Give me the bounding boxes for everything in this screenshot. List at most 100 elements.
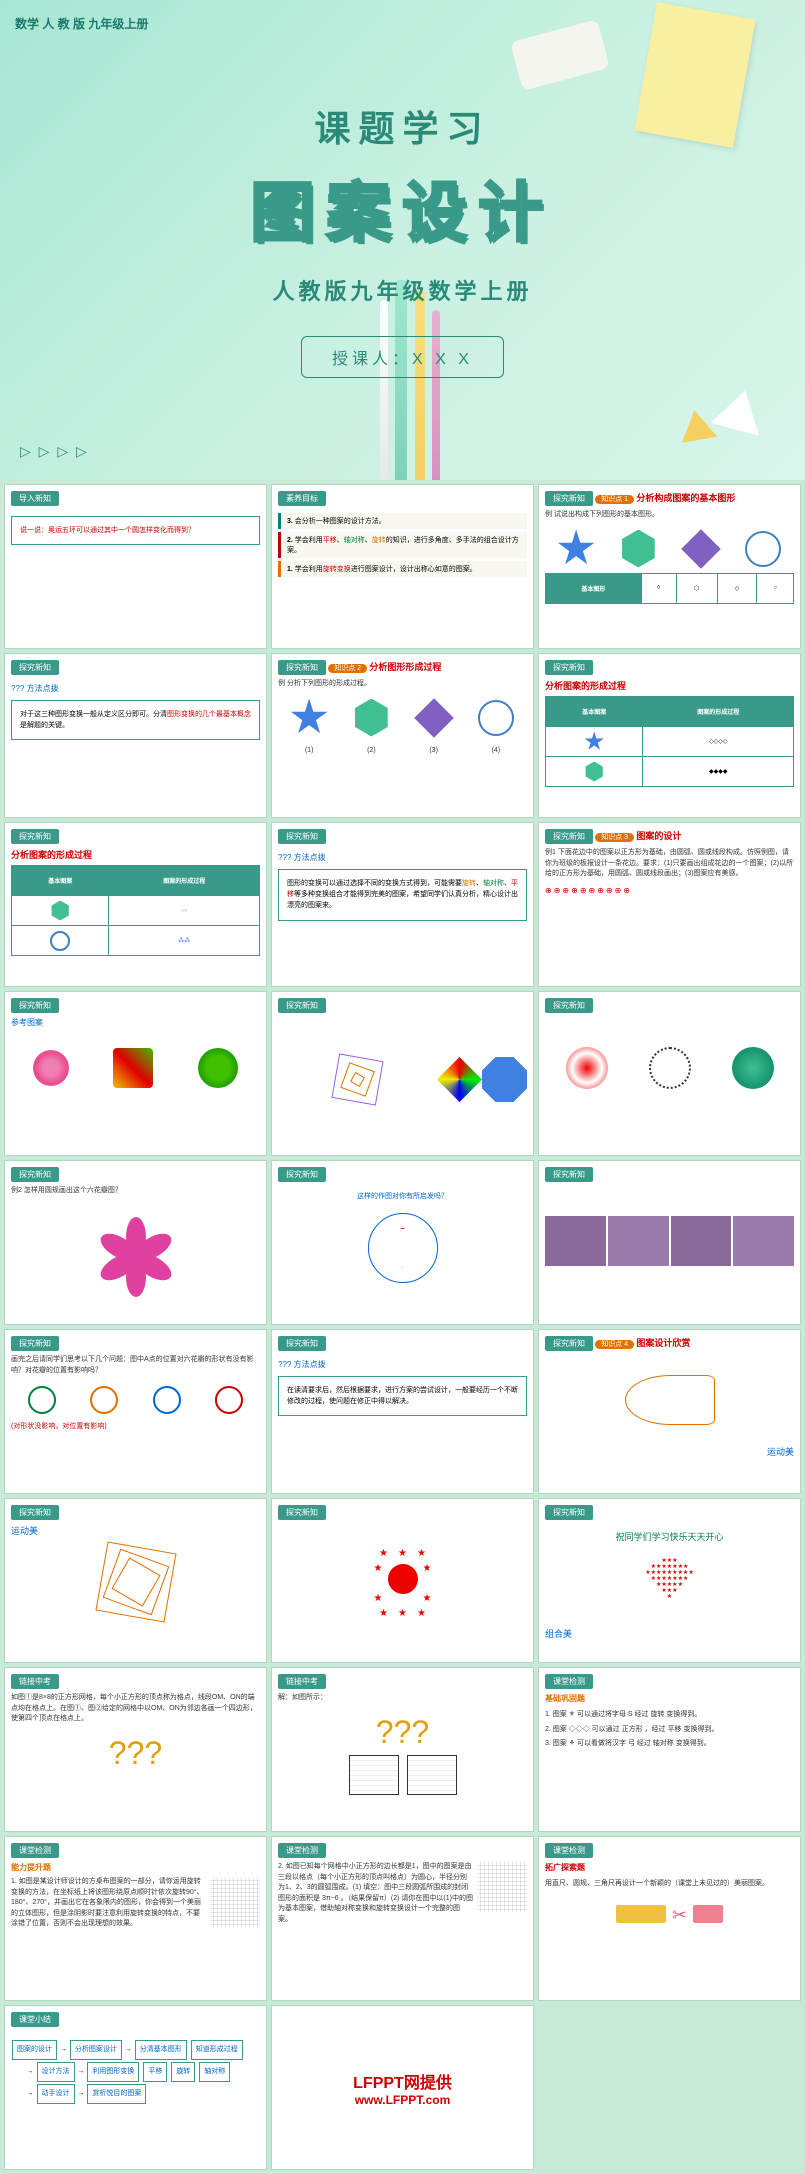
grid-diagram — [407, 1755, 457, 1795]
slide: 探究新知 ??? 方法点拨 在读清要求后，然后根据要求，进行方案的尝试设计，一般… — [271, 1329, 534, 1494]
slide-tag: 探究新知 — [278, 998, 326, 1013]
goal-item: 3. 会分析一种图案的设计方法。 — [278, 513, 527, 529]
slide: 课堂检测 拓广探索题 用直尺、圆规、三角尺再设计一个新颖的（课堂上未见过的）美丽… — [538, 1836, 801, 2001]
spiral-icon — [331, 1053, 383, 1105]
hexagon-icon — [352, 699, 390, 737]
grid-diagram — [349, 1755, 399, 1795]
circle-hex-diagram — [368, 1213, 438, 1283]
dotring-icon — [649, 1047, 691, 1089]
star-heart: ★★★★★★★★★★★★★★★★★★★★★★★★★★★★★★★★★★★ — [640, 1558, 700, 1612]
sunburst: ★ ★ ★★ ★ ★ ★★ ★ ★ — [368, 1544, 438, 1614]
slide: 探究新知 参考图案 — [4, 991, 267, 1156]
slide-tag: 探究新知 — [11, 829, 59, 844]
circle-icon — [28, 1386, 56, 1414]
slide-tag: 探究新知 — [278, 1336, 326, 1351]
grid-pattern — [210, 1877, 260, 1927]
slide-tag: 探究新知 — [11, 1336, 59, 1351]
slide-tag: 导入新知 — [11, 491, 59, 506]
slide-body: 在读清要求后，然后根据要求，进行方案的尝试设计，一般要经历一个不断修改的过程，使… — [278, 1376, 527, 1416]
slide-tag: 探究新知 — [545, 1167, 593, 1182]
stapler-deco — [510, 19, 610, 91]
photo-strip — [545, 1216, 794, 1266]
slide: 探究新知 运动美 — [4, 1498, 267, 1663]
textbook-tag: 数学 人 教 版 九年级上册 — [15, 15, 148, 32]
slide: 素养目标 3. 会分析一种图案的设计方法。 2. 学会利用平移、轴对称、旋转的知… — [271, 484, 534, 649]
basic-shape-table: 基本图形◊⬡◇○ — [545, 573, 794, 604]
slide-tag: 探究新知 — [545, 491, 593, 506]
slide: 探究新知 — [538, 1160, 801, 1325]
process-table: 基本图案图案的形成过程 ◇◇◇◇ ◆◆◆◆ — [545, 696, 794, 787]
mandala-icon — [732, 1047, 774, 1089]
slide-tag: 素养目标 — [278, 491, 326, 506]
slide: 探究新知 知识点 1 分析构成图案的基本图形 例 试说出构成下列图形的基本图形。… — [538, 484, 801, 649]
slide: 课堂小结 图案的设计 → 分析图案设计 → 分清基本图形 知道形成过程 → 设计… — [4, 2005, 267, 2170]
hero-subtitle2: 人教版九年级数学上册 — [251, 274, 555, 306]
flower-icon — [33, 1050, 69, 1086]
scissors-icon: ✂ — [672, 1905, 687, 1926]
slide: 链接中考 解：如图所示： ??? — [271, 1667, 534, 1832]
slide-tag: 探究新知 — [545, 660, 593, 675]
circle-icon — [153, 1386, 181, 1414]
slide: 探究新知 例2 怎样用圆规画出这个六花瓣图？ — [4, 1160, 267, 1325]
slide-tag: 探究新知 — [11, 1505, 59, 1520]
notebook-deco — [634, 2, 755, 147]
fish-curve — [625, 1375, 715, 1425]
slide-tag: 链接中考 — [11, 1674, 59, 1689]
hero-subtitle1: 课题学习 — [251, 100, 555, 152]
grid-pattern — [477, 1862, 527, 1912]
hero-main-title: 图案设计 — [251, 162, 555, 254]
star-icon — [557, 530, 595, 568]
slide-body: 对于这三种图形变换一般从定义区分即可。分清图形变换的几个最基本概念是解题的关键。 — [11, 700, 260, 740]
empty-slot — [538, 2005, 801, 2170]
slide-grid: 导入新知 说一说：奥运五环可以通过其中一个圆怎样变化而得到？ 素养目标 3. 会… — [0, 480, 805, 2174]
slide-tag: 课堂小结 — [11, 2012, 59, 2027]
slide: 探究新知 — [271, 991, 534, 1156]
slide: 探究新知 知识点 2 分析图形形成过程 例 分析下列图形的形成过程。 (1)(2… — [271, 653, 534, 818]
slide: 探究新知 祝同学们学习快乐天天开心 ★★★★★★★★★★★★★★★★★★★★★★… — [538, 1498, 801, 1663]
teacher-box: 授课人：X X X — [301, 336, 504, 378]
pinwheel-icon — [437, 1057, 482, 1102]
triangle-deco — [677, 407, 718, 443]
slide: 探究新知 ??? 方法点拨 对于这三种图形变换一般从定义区分即可。分清图形变换的… — [4, 653, 267, 818]
slide: 课堂检测 能力提升题 1. 如图是某设计师设计的方桌布图案的一部分，请你运用旋转… — [4, 1836, 267, 2001]
knowledge-badge: 知识点 3 — [595, 833, 634, 842]
hero-section: 数学 人 教 版 九年级上册 课题学习 图案设计 人教版九年级数学上册 授课人：… — [0, 0, 805, 480]
slide-tag: 链接中考 — [278, 1674, 326, 1689]
brand-text: LFPPT网提供 — [353, 2069, 452, 2093]
slide-tag: 探究新知 — [11, 998, 59, 1013]
slide: 探究新知 ??? 方法点拨 图形的变换可以通过选择不同的变换方式得到，可能需要旋… — [271, 822, 534, 987]
slide-body: 说一说：奥运五环可以通过其中一个圆怎样变化而得到？ — [11, 516, 260, 545]
slide-tag: 探究新知 — [278, 1505, 326, 1520]
tools-row: ✂ — [545, 1905, 794, 1926]
process-table: 基本图案图案的形成过程 〰 ⁂⁂ — [11, 865, 260, 956]
six-petal-flower — [106, 1207, 166, 1267]
slide: 探究新知 分析图案的形成过程 基本图案图案的形成过程 ◇◇◇◇ ◆◆◆◆ — [538, 653, 801, 818]
slide: 探究新知 知识点 4 图案设计欣赏 运动美 — [538, 1329, 801, 1494]
circles-icon — [478, 700, 514, 736]
slide-tag: 探究新知 — [11, 660, 59, 675]
windmill-icon — [113, 1048, 153, 1088]
hexagon-icon — [619, 530, 657, 568]
hero-content: 课题学习 图案设计 人教版九年级数学上册 授课人：X X X — [251, 100, 555, 378]
slide: 课堂检测 2. 如图已知每个网格中小正方形的边长都是1，图中的图案是由三段以格点… — [271, 1836, 534, 2001]
circle-icon — [215, 1386, 243, 1414]
diamond-icon — [681, 529, 721, 569]
slide-tag: 探究新知 — [545, 1505, 593, 1520]
slide: 导入新知 说一说：奥运五环可以通过其中一个圆怎样变化而得到？ — [4, 484, 267, 649]
slide-tag: 课堂检测 — [278, 1843, 326, 1858]
knowledge-badge: 知识点 2 — [328, 664, 367, 673]
slide-tag: 课堂检测 — [545, 1674, 593, 1689]
shape-row — [278, 698, 527, 738]
slide-tag: 课堂检测 — [11, 1843, 59, 1858]
question-marks: ??? — [278, 1714, 527, 1751]
slide: 链接中考 如图①是8×8的正方形网格，每个小正方形的顶点称为格点，线段OM、ON… — [4, 1667, 267, 1832]
slide-tag: 探究新知 — [278, 660, 326, 675]
cross-icon — [482, 1057, 527, 1102]
brand-url: www.LFPPT.com — [355, 2093, 451, 2107]
slide-tag: 探究新知 — [278, 829, 326, 844]
slide-tag: 课堂检测 — [545, 1843, 593, 1858]
goal-item: 2. 学会利用平移、轴对称、旋转的知识，进行多角度、多手法的组合设计方案。 — [278, 532, 527, 558]
slide-tag: 探究新知 — [545, 998, 593, 1013]
slide: 探究新知 — [538, 991, 801, 1156]
slide-tag: 探究新知 — [545, 1336, 593, 1351]
